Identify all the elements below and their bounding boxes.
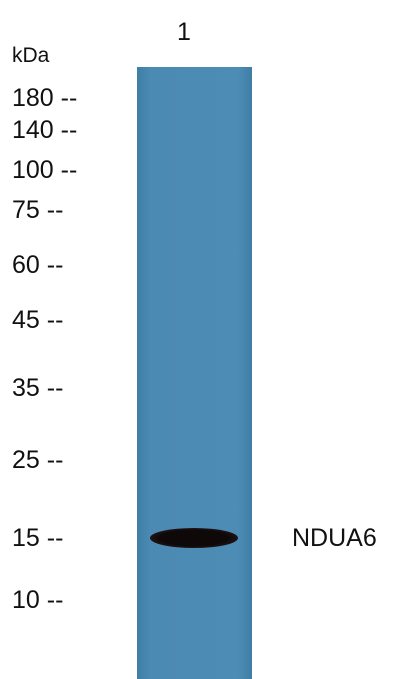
marker-label: 15 -- — [12, 526, 63, 551]
marker-label: 75 -- — [12, 198, 63, 223]
marker-label: 100 -- — [12, 158, 77, 183]
marker-label: 140 -- — [12, 118, 77, 143]
unit-label: kDa — [12, 45, 49, 66]
marker-label: 60 -- — [12, 253, 63, 278]
blot-figure: 1 kDa NDUA6 180 -- 140 -- 100 -- 75 -- 60 --… — [0, 0, 408, 679]
marker-label: 45 -- — [12, 308, 63, 333]
marker-label: 10 -- — [12, 588, 63, 613]
marker-label: 35 -- — [12, 376, 63, 401]
blot-lane — [137, 67, 252, 679]
protein-band — [150, 528, 238, 548]
marker-label: 25 -- — [12, 448, 63, 473]
band-label: NDUA6 — [292, 526, 377, 551]
lane-label: 1 — [177, 20, 191, 45]
marker-label: 180 -- — [12, 86, 77, 111]
